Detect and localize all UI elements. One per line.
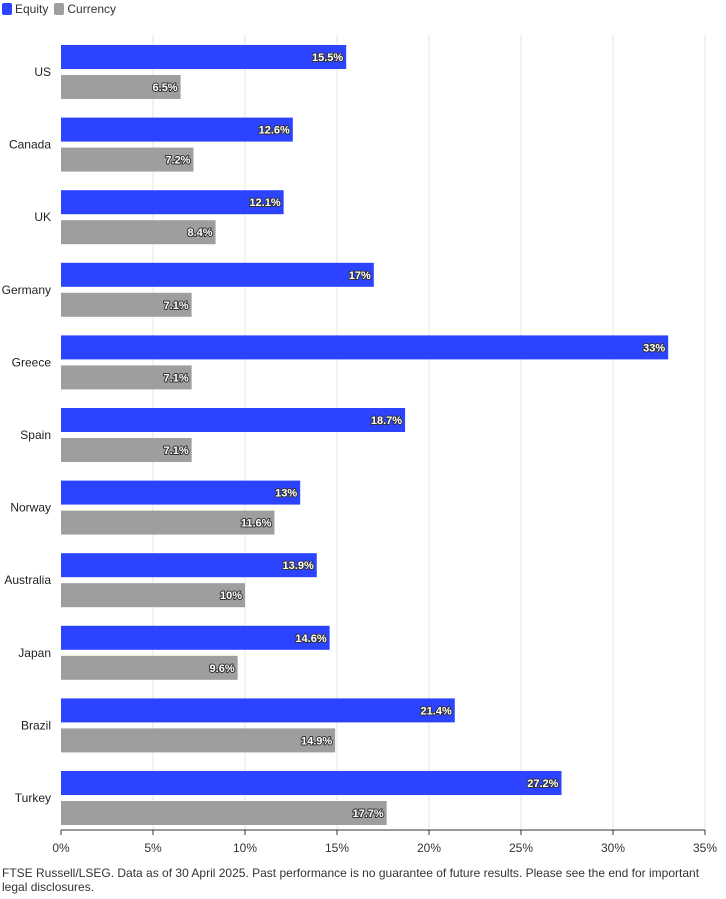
x-tick-label: 20% [417, 841, 441, 855]
equity-value-label: 12.6% [259, 125, 290, 137]
legend-swatch-equity [2, 3, 12, 15]
equity-bar [61, 480, 301, 505]
currency-value-label: 10% [220, 590, 242, 602]
equity-value-label: 18.7% [371, 415, 402, 427]
equity-bar [61, 771, 562, 795]
currency-bar [61, 728, 336, 753]
legend-item-currency: Currency [54, 2, 116, 16]
category-label: Brazil [21, 718, 51, 732]
footnote: FTSE Russell/LSEG. Data as of 30 April 2… [2, 866, 700, 894]
currency-bar [61, 75, 181, 99]
equity-bar [61, 262, 374, 287]
equity-value-label: 27.2% [527, 778, 558, 790]
equity-bar [61, 45, 347, 69]
currency-value-label: 8.4% [187, 227, 212, 239]
currency-bar [61, 220, 216, 245]
currency-bar [61, 365, 192, 390]
legend-swatch-currency [54, 3, 65, 15]
currency-bar [61, 438, 192, 462]
currency-bar [61, 801, 387, 825]
currency-value-label: 7.1% [164, 300, 189, 312]
legend-label-equity: Equity [15, 2, 49, 16]
equity-value-label: 17% [349, 270, 371, 282]
equity-value-label: 13.9% [283, 560, 314, 572]
currency-value-label: 17.7% [352, 808, 383, 820]
category-label: Canada [9, 138, 51, 152]
category-label: Germany [2, 283, 51, 297]
equity-value-label: 14.6% [295, 633, 326, 645]
currency-bar [61, 510, 275, 535]
currency-bar [61, 292, 192, 317]
category-label: Turkey [15, 791, 51, 805]
x-tick-label: 0% [52, 841, 70, 855]
equity-bar [61, 553, 317, 578]
legend: Equity Currency [2, 1, 122, 17]
category-label: Japan [18, 646, 51, 660]
equity-bar [61, 117, 293, 142]
currency-bar [61, 147, 194, 172]
legend-label-currency: Currency [67, 2, 117, 16]
equity-value-label: 21.4% [421, 705, 452, 717]
currency-value-label: 14.9% [301, 735, 332, 747]
x-tick-label: 25% [509, 841, 533, 855]
category-label: Australia [4, 573, 51, 587]
currency-value-label: 9.6% [210, 663, 235, 675]
equity-bar [61, 408, 406, 432]
category-label: Greece [12, 355, 52, 369]
category-label: Norway [10, 501, 51, 515]
currency-value-label: 11.6% [241, 518, 272, 530]
equity-bar [61, 335, 669, 360]
category-label: UK [34, 210, 51, 224]
equity-value-label: 33% [643, 342, 665, 354]
x-tick-label: 10% [233, 841, 257, 855]
equity-value-label: 15.5% [312, 52, 343, 64]
legend-item-equity: Equity [2, 2, 48, 16]
x-tick-label: 30% [601, 841, 625, 855]
currency-bar [61, 655, 238, 680]
x-tick-label: 15% [325, 841, 349, 855]
currency-value-label: 7.1% [164, 445, 189, 457]
equity-value-label: 13% [275, 488, 297, 500]
x-tick-label: 35% [693, 841, 717, 855]
equity-value-label: 12.1% [249, 197, 280, 209]
category-label: Spain [20, 428, 51, 442]
currency-value-label: 6.5% [153, 82, 178, 94]
currency-value-label: 7.2% [165, 155, 190, 167]
x-tick-label: 5% [144, 841, 162, 855]
category-label: US [34, 65, 51, 79]
equity-bar [61, 190, 284, 215]
currency-bar [61, 583, 245, 608]
equity-bar [61, 698, 455, 723]
currency-value-label: 7.1% [164, 372, 189, 384]
equity-bar [61, 625, 330, 650]
